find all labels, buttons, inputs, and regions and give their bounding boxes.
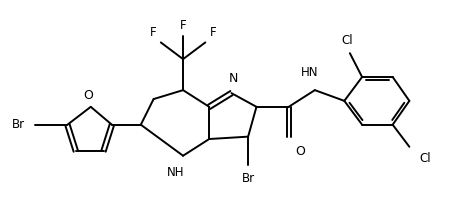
- Text: N: N: [228, 72, 238, 85]
- Text: O: O: [295, 145, 305, 158]
- Text: F: F: [150, 26, 156, 39]
- Text: F: F: [180, 19, 186, 32]
- Text: O: O: [83, 89, 93, 102]
- Text: Br: Br: [12, 118, 25, 131]
- Text: NH: NH: [167, 166, 184, 179]
- Text: HN: HN: [301, 66, 318, 79]
- Text: F: F: [210, 26, 216, 39]
- Text: Cl: Cl: [341, 34, 353, 47]
- Text: Br: Br: [242, 172, 255, 185]
- Text: Cl: Cl: [419, 152, 431, 165]
